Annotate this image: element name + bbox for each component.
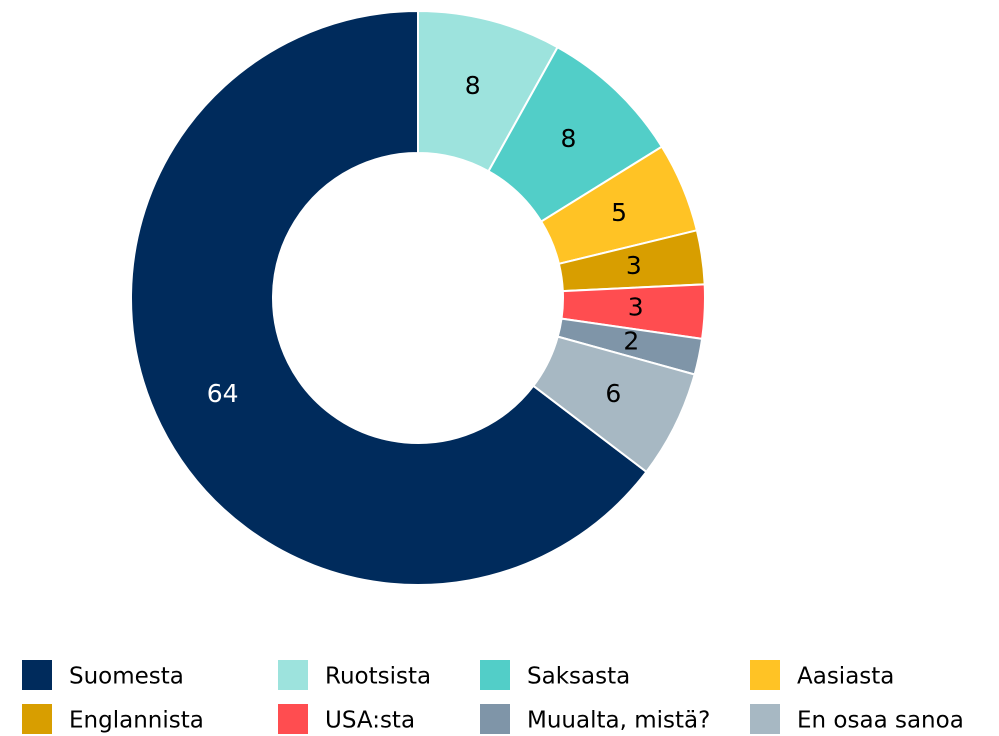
legend-label: Saksasta [527, 664, 630, 690]
data-label: 8 [465, 71, 481, 100]
legend-label: En osaa sanoa [797, 708, 964, 734]
legend-swatch [278, 704, 308, 734]
data-label: 2 [623, 327, 639, 356]
legend-label: Aasiasta [797, 664, 894, 690]
legend-label: Muualta, mistä? [527, 708, 710, 734]
legend-label: Ruotsista [325, 664, 431, 690]
legend-label: USA:sta [325, 708, 415, 734]
data-label: 3 [628, 292, 644, 321]
legend-swatch [22, 660, 52, 690]
legend-swatch [22, 704, 52, 734]
legend-swatch [480, 704, 510, 734]
legend-swatch [278, 660, 308, 690]
legend-label: Englannista [69, 708, 204, 734]
legend-swatch [750, 704, 780, 734]
data-label: 8 [560, 124, 576, 153]
data-label: 5 [611, 198, 627, 227]
slice [130, 9, 648, 586]
slice [531, 335, 696, 474]
data-label: 6 [605, 379, 621, 408]
data-label: 3 [626, 251, 642, 280]
legend-swatch [750, 660, 780, 690]
data-label: 64 [207, 379, 239, 408]
legend-swatch [480, 660, 510, 690]
legend-label: Suomesta [69, 664, 184, 690]
